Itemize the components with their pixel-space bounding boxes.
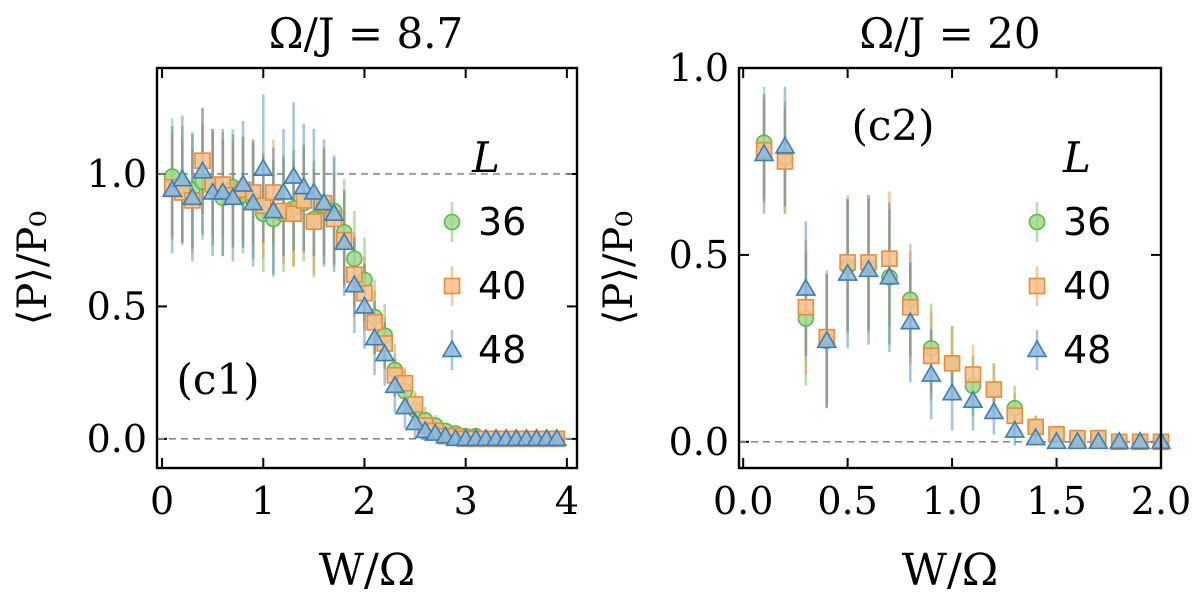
panel-c2: Ω/J = 20 0.0 0.5 1.0 1.5 2.0 0.0 0.5 1.0 (c2) L… [596, 9, 1191, 596]
panel-c1-axes-frame [155, 66, 579, 470]
panel-c1-legend-marker-L36 [443, 213, 461, 231]
panel-c1-label: (c1) [176, 355, 259, 404]
panel-c2-legend-marker-L36 [1028, 213, 1046, 231]
panel-c2-point-L48 [1004, 420, 1026, 438]
panel-c2-legend-label-L40: 40 [1063, 264, 1111, 308]
panel-c1-point-L40 [305, 213, 323, 230]
panel-c2-x-tick-label: 1.0 [922, 479, 982, 523]
panel-c2-point-L40 [985, 381, 1003, 398]
panel-c2-point-L48 [983, 401, 1005, 420]
panel-c1-point-L48 [333, 232, 355, 251]
panel-c1-point-L36 [346, 250, 363, 268]
panel-c2-y-axis-label: ⟨P⟩/P₀ [596, 211, 642, 326]
panel-c1-x-tick-label: 2 [352, 479, 376, 523]
panel-c2-label: (c2) [851, 101, 934, 150]
panel-c1-point-L48 [262, 200, 284, 219]
panel-c1-y-tick-label: 0.0 [87, 417, 147, 461]
panel-c1-y-tick-label: 0.5 [87, 284, 147, 328]
panel-c1-point-L40 [285, 205, 302, 222]
panel-c2-point-L40 [881, 250, 898, 267]
panel-c1-point-L48 [404, 412, 426, 431]
panel-c1-x-tick-label: 3 [454, 479, 478, 523]
panel-c2-point-L48 [1129, 431, 1151, 450]
panel-c1-legend-label-L48: 48 [478, 328, 526, 372]
panel-c2-legend-title: L [1062, 133, 1091, 182]
panel-c1-point-L48 [182, 187, 203, 206]
panel-c2-point-L48 [1067, 431, 1088, 450]
panel-c2-y-tick-label: 0.5 [669, 233, 729, 277]
panel-c2-point-L48 [1046, 431, 1067, 450]
panel-c2-point-L48 [1108, 431, 1130, 450]
panel-c2-point-L48 [941, 382, 963, 401]
panel-c2-title: Ω/J = 20 [859, 9, 1040, 58]
panel-c1-y-tick-label: 1.0 [87, 152, 147, 196]
panel-c1-y-axis-label: ⟨P⟩/P₀ [10, 211, 56, 326]
panel-c2-point-L40 [922, 347, 940, 365]
panel-c2-point-L48 [1025, 427, 1047, 446]
panel-c2-point-L48 [920, 363, 942, 382]
panel-c2-point-L48 [795, 277, 817, 296]
panel-c2-x-tick-label: 0.5 [817, 479, 877, 523]
panel-c2-point-L48 [858, 259, 879, 278]
panel-c1-point-L48 [212, 181, 234, 200]
panel-c2-point-L48 [899, 311, 921, 330]
panel-c2-point-L40 [776, 153, 794, 170]
panel-c1-legend-label-L40: 40 [478, 264, 526, 308]
panel-c1-point-L48 [394, 396, 416, 415]
panel-c1: Ω/J = 8.7 0 1 2 3 4 0.0 0.5 1.0 (c1) L 36 40 48 W… [10, 9, 579, 596]
panel-c1-point-L48 [283, 166, 305, 184]
panel-c1-point-L48 [171, 168, 193, 187]
panel-c2-point-L48 [753, 143, 775, 162]
panel-c1-point-L48 [252, 158, 274, 176]
panel-c1-legend-label-L36: 36 [478, 200, 526, 244]
panel-c2-point-L40 [964, 366, 982, 383]
panel-c2-point-L48 [879, 266, 900, 285]
panel-c1-x-tick-label: 0 [150, 479, 174, 523]
panel-c1-point-L40 [366, 314, 383, 331]
panel-c1-point-L48 [242, 192, 264, 211]
panel-c2-point-L48 [837, 263, 859, 281]
panel-c2-point-L48 [816, 330, 838, 349]
panel-c2-y-tick-label: 1.0 [669, 46, 729, 90]
panel-c2-point-L40 [797, 298, 815, 316]
panel-c2-legend-marker-L40 [1028, 277, 1046, 295]
panel-c2-x-axis-label: W/Ω [902, 545, 999, 596]
panel-c1-legend-title: L [471, 133, 500, 182]
panel-c1-point-L48 [323, 203, 345, 221]
panel-c1-point-L48 [303, 181, 325, 200]
panel-c2-x-tick-label: 0.0 [713, 479, 773, 523]
panel-c2-point-L48 [1087, 431, 1109, 450]
panel-c2-point-L48 [774, 135, 796, 154]
panel-c1-point-L48 [273, 181, 294, 200]
panel-c1-point-L48 [374, 343, 396, 362]
panel-c2-legend-label-L48: 48 [1063, 328, 1111, 372]
panel-c1-point-L48 [293, 176, 315, 195]
panel-c2-point-L48 [962, 390, 984, 408]
panel-c1-legend-marker-L48 [441, 339, 463, 358]
panel-c2-y-tick-label: 0.0 [669, 420, 729, 464]
panel-c1-point-L48 [384, 375, 406, 394]
panel-c2-axes-frame [737, 66, 1163, 470]
panel-c2-point-L40 [943, 355, 961, 372]
panel-c1-point-L48 [354, 295, 375, 314]
panel-c1-point-L48 [546, 428, 568, 447]
panel-c1-point-L48 [161, 179, 183, 198]
panel-c1-point-L48 [313, 192, 335, 211]
panel-c1-title: Ω/J = 8.7 [269, 9, 464, 58]
panel-c1-legend-marker-L40 [443, 277, 461, 295]
panel-c2-x-tick-label: 1.5 [1026, 479, 1086, 523]
panel-c1-point-L48 [364, 327, 385, 346]
panel-c1-x-tick-label: 1 [251, 479, 275, 523]
panel-c2-legend-label-L36: 36 [1063, 200, 1111, 244]
panel-c1-point-L48 [343, 274, 365, 293]
panel-c2-x-tick-label: 2.0 [1131, 479, 1191, 523]
panel-c2-legend-marker-L48 [1026, 339, 1048, 358]
panel-c1-point-L48 [232, 173, 254, 192]
panel-c1-x-tick-label: 4 [555, 479, 579, 523]
panel-c1-point-L48 [222, 187, 244, 206]
panel-c1-x-axis-label: W/Ω [319, 545, 416, 596]
panel-c1-point-L48 [192, 160, 213, 179]
